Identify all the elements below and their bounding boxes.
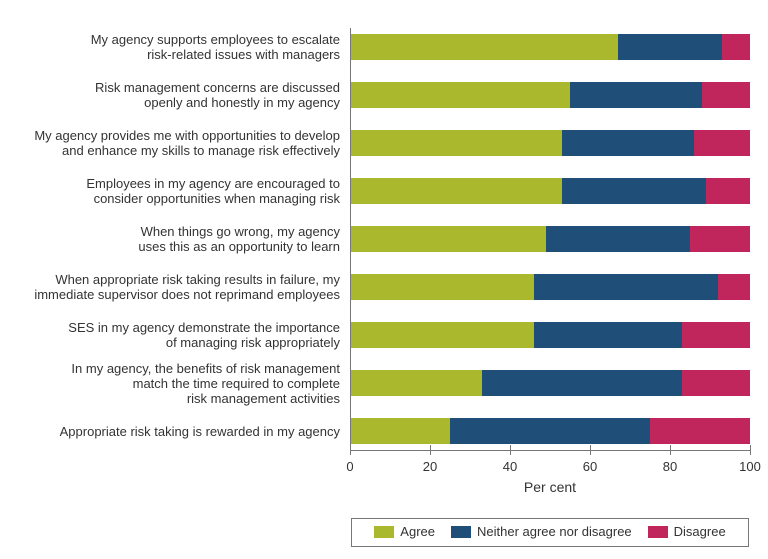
bar-seg-neutral <box>534 274 718 300</box>
category-labels: My agency supports employees to escalate… <box>0 32 340 462</box>
legend-swatch <box>451 526 471 538</box>
legend-box: Agree Neither agree nor disagree Disagree <box>351 518 748 547</box>
legend-label: Disagree <box>674 524 726 539</box>
bar-seg-disagree <box>694 130 750 156</box>
category-label: Employees in my agency are encouraged to… <box>10 176 340 206</box>
bar-row <box>350 274 750 300</box>
category-label: When appropriate risk taking results in … <box>10 272 340 302</box>
bar-seg-agree <box>350 322 534 348</box>
bar-seg-disagree <box>690 226 750 252</box>
category-label: Risk management concerns are discussed o… <box>10 80 340 110</box>
category-label: My agency supports employees to escalate… <box>10 32 340 62</box>
bar-seg-disagree <box>706 178 750 204</box>
bar-seg-agree <box>350 82 570 108</box>
risk-chart: My agency supports employees to escalate… <box>0 0 768 559</box>
bar-seg-disagree <box>722 34 750 60</box>
bar-seg-agree <box>350 418 450 444</box>
bar-seg-agree <box>350 178 562 204</box>
bar-seg-agree <box>350 130 562 156</box>
bar-seg-agree <box>350 370 482 396</box>
category-label: My agency provides me with opportunities… <box>10 128 340 158</box>
x-axis-title: Per cent <box>524 479 576 495</box>
bar-row <box>350 418 750 444</box>
legend-item-disagree: Disagree <box>648 524 726 539</box>
bar-seg-disagree <box>682 370 750 396</box>
category-label: Appropriate risk taking is rewarded in m… <box>10 424 340 439</box>
bar-seg-neutral <box>546 226 690 252</box>
legend-item-agree: Agree <box>374 524 435 539</box>
bar-seg-neutral <box>570 82 702 108</box>
category-label: SES in my agency demonstrate the importa… <box>10 320 340 350</box>
plot-area: 020406080100Per cent <box>350 32 750 462</box>
bar-seg-neutral <box>534 322 682 348</box>
bar-seg-disagree <box>650 418 750 444</box>
bars-layer <box>350 32 750 462</box>
bar-seg-neutral <box>562 130 694 156</box>
bar-seg-disagree <box>682 322 750 348</box>
bar-row <box>350 322 750 348</box>
legend-swatch <box>374 526 394 538</box>
legend: Agree Neither agree nor disagree Disagree <box>350 518 750 547</box>
bar-row <box>350 34 750 60</box>
category-label: When things go wrong, my agency uses thi… <box>10 224 340 254</box>
bar-seg-neutral <box>450 418 650 444</box>
bar-seg-neutral <box>482 370 682 396</box>
bar-seg-disagree <box>702 82 750 108</box>
legend-label: Agree <box>400 524 435 539</box>
bar-row <box>350 178 750 204</box>
bar-seg-neutral <box>562 178 706 204</box>
bar-row <box>350 130 750 156</box>
bar-seg-agree <box>350 34 618 60</box>
bar-seg-disagree <box>718 274 750 300</box>
legend-swatch <box>648 526 668 538</box>
category-label: In my agency, the benefits of risk manag… <box>10 361 340 406</box>
legend-item-neutral: Neither agree nor disagree <box>451 524 632 539</box>
bar-seg-agree <box>350 226 546 252</box>
bar-seg-agree <box>350 274 534 300</box>
bar-row <box>350 226 750 252</box>
legend-label: Neither agree nor disagree <box>477 524 632 539</box>
bar-seg-neutral <box>618 34 722 60</box>
bar-row <box>350 370 750 396</box>
bar-row <box>350 82 750 108</box>
